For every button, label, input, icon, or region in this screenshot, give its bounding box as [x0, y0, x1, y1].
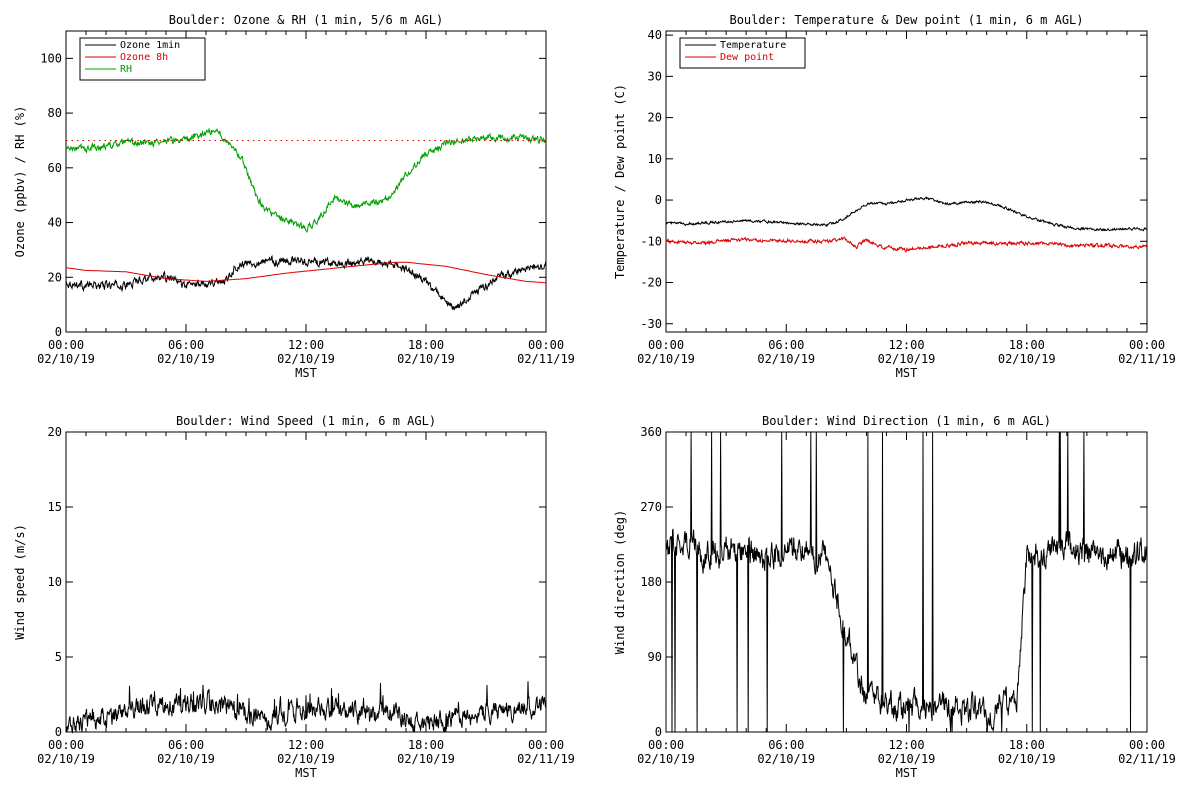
x-tick-label-date: 02/10/19 [998, 352, 1056, 366]
plot-frame [665, 30, 1148, 333]
x-tick-label-date: 02/10/19 [277, 352, 335, 366]
y-tick-label: 30 [648, 69, 662, 83]
series-line-ozone-1min [65, 254, 547, 311]
series-line-wind-speed [65, 681, 547, 734]
x-tick-label-date: 02/10/19 [37, 752, 95, 766]
y-axis-label: Wind speed (m/s) [13, 524, 27, 640]
chart-title: Boulder: Ozone & RH (1 min, 5/6 m AGL) [169, 13, 444, 27]
y-tick-label: 60 [48, 161, 62, 175]
x-tick-label-time: 00:00 [648, 338, 684, 352]
y-tick-label: -10 [640, 234, 662, 248]
x-tick-label-time: 00:00 [528, 338, 564, 352]
legend-entry: RH [120, 64, 132, 75]
y-tick-label: 100 [40, 51, 62, 65]
x-tick-label-time: 00:00 [528, 738, 564, 752]
chart-title: Boulder: Wind Speed (1 min, 6 m AGL) [176, 414, 436, 428]
y-tick-label: 90 [648, 650, 662, 664]
y-tick-label: 40 [48, 216, 62, 230]
x-tick-label-date: 02/10/19 [757, 752, 815, 766]
x-tick-label-date: 02/11/19 [1118, 352, 1176, 366]
x-tick-label-time: 12:00 [288, 338, 324, 352]
series-line-rh [65, 127, 547, 233]
x-tick-label-time: 18:00 [408, 338, 444, 352]
y-axis-label: Wind direction (deg) [613, 510, 627, 655]
series-line-dew-point [665, 236, 1148, 253]
x-axis-label: MST [295, 766, 317, 780]
y-tick-label: 360 [640, 425, 662, 439]
chart-title: Boulder: Wind Direction (1 min, 6 m AGL) [762, 414, 1051, 428]
legend-entry: Temperature [720, 40, 786, 51]
x-tick-label-date: 02/11/19 [1118, 752, 1176, 766]
y-tick-label: 5 [55, 650, 62, 664]
chart-title: Boulder: Temperature & Dew point (1 min,… [729, 13, 1083, 27]
y-tick-label: 0 [655, 725, 662, 739]
y-tick-label: -20 [640, 276, 662, 290]
x-tick-label-date: 02/10/19 [998, 752, 1056, 766]
x-tick-label-time: 00:00 [48, 338, 84, 352]
panel-temp-dew: Boulder: Temperature & Dew point (1 min,… [613, 13, 1176, 380]
series-line-ozone-8h [65, 261, 547, 284]
y-tick-label: 20 [648, 111, 662, 125]
x-tick-label-time: 06:00 [168, 338, 204, 352]
legend-entry: Dew point [720, 52, 774, 63]
x-tick-label-date: 02/10/19 [878, 752, 936, 766]
x-axis-label: MST [896, 366, 918, 380]
y-tick-label: 0 [655, 193, 662, 207]
x-tick-label-time: 06:00 [168, 738, 204, 752]
y-axis-label: Temperature / Dew point (C) [613, 84, 627, 279]
x-tick-label-time: 06:00 [768, 738, 804, 752]
x-tick-label-time: 18:00 [408, 738, 444, 752]
panel-wind-direction: Boulder: Wind Direction (1 min, 6 m AGL)… [613, 414, 1176, 780]
legend-entry: Ozone 1min [120, 40, 180, 51]
y-tick-label: 270 [640, 500, 662, 514]
y-tick-label: 20 [48, 270, 62, 284]
panel-ozone-rh: Boulder: Ozone & RH (1 min, 5/6 m AGL)02… [13, 13, 575, 380]
legend-entry: Ozone 8h [120, 52, 168, 63]
x-tick-label-date: 02/10/19 [878, 352, 936, 366]
x-tick-label-time: 00:00 [1129, 738, 1165, 752]
x-tick-label-date: 02/10/19 [37, 352, 95, 366]
y-tick-label: 40 [648, 28, 662, 42]
x-axis-label: MST [295, 366, 317, 380]
x-tick-label-time: 18:00 [1009, 338, 1045, 352]
x-tick-label-time: 00:00 [648, 738, 684, 752]
x-tick-label-date: 02/10/19 [637, 752, 695, 766]
x-tick-label-date: 02/10/19 [397, 352, 455, 366]
y-tick-label: -30 [640, 317, 662, 331]
x-tick-label-time: 12:00 [288, 738, 324, 752]
x-axis-label: MST [896, 766, 918, 780]
x-tick-label-date: 02/10/19 [397, 752, 455, 766]
x-tick-label-date: 02/10/19 [157, 352, 215, 366]
x-tick-label-date: 02/10/19 [757, 352, 815, 366]
x-tick-label-time: 00:00 [1129, 338, 1165, 352]
y-tick-label: 10 [648, 152, 662, 166]
plot-frame [65, 431, 547, 733]
x-tick-label-date: 02/11/19 [517, 752, 575, 766]
y-tick-label: 0 [55, 325, 62, 339]
y-tick-label: 0 [55, 725, 62, 739]
y-tick-label: 80 [48, 106, 62, 120]
y-tick-label: 10 [48, 575, 62, 589]
y-tick-label: 20 [48, 425, 62, 439]
series-line-temperature [665, 196, 1148, 232]
x-tick-label-date: 02/11/19 [517, 352, 575, 366]
x-tick-label-time: 12:00 [888, 338, 924, 352]
y-tick-label: 15 [48, 500, 62, 514]
x-tick-label-time: 12:00 [888, 738, 924, 752]
x-tick-label-date: 02/10/19 [277, 752, 335, 766]
x-tick-label-time: 18:00 [1009, 738, 1045, 752]
series-line-wind-direction [665, 431, 1148, 733]
x-tick-label-date: 02/10/19 [637, 352, 695, 366]
x-tick-label-time: 06:00 [768, 338, 804, 352]
legend-box [679, 37, 806, 69]
x-tick-label-time: 00:00 [48, 738, 84, 752]
x-tick-label-date: 02/10/19 [157, 752, 215, 766]
y-axis-label: Ozone (ppbv) / RH (%) [13, 106, 27, 258]
panel-wind-speed: Boulder: Wind Speed (1 min, 6 m AGL) 0 5 10… [13, 414, 575, 780]
plot-frame [665, 431, 1148, 733]
y-tick-label: 180 [640, 575, 662, 589]
